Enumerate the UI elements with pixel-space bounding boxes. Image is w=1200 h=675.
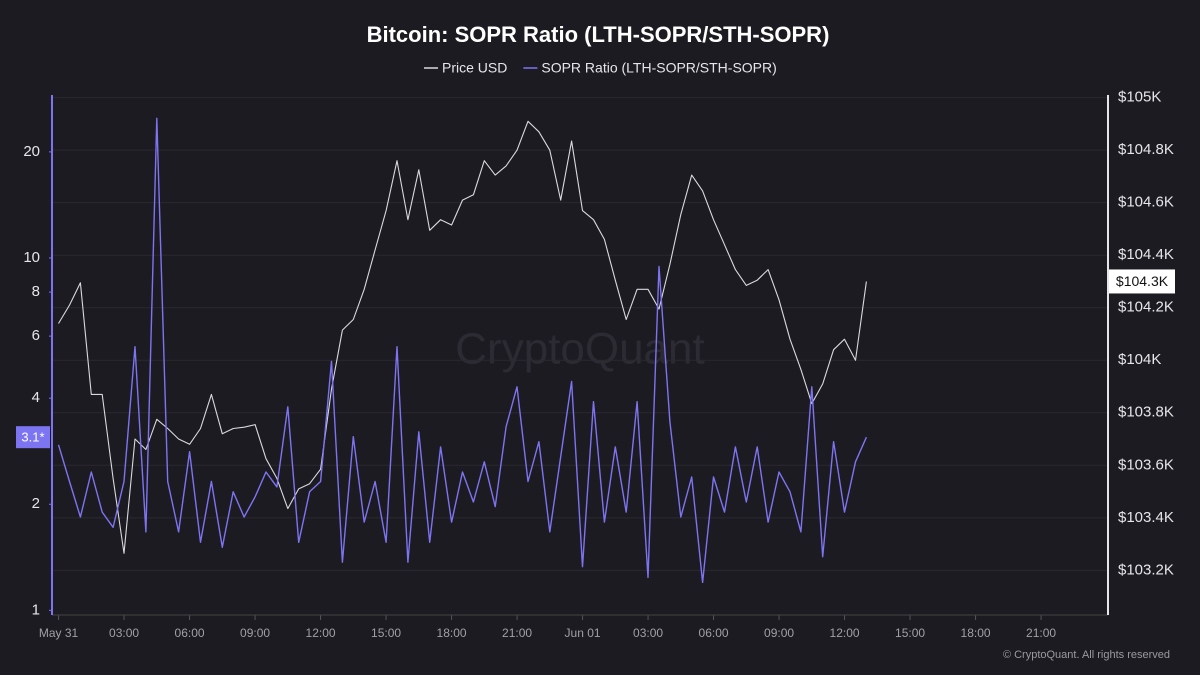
watermark: CryptoQuant bbox=[455, 325, 704, 374]
x-tick-label: 06:00 bbox=[175, 626, 205, 640]
y2-tick-label: $104K bbox=[1118, 351, 1161, 368]
y2-tick-label: $103.2K bbox=[1118, 561, 1174, 578]
last-value-box bbox=[1109, 269, 1175, 294]
series-line bbox=[58, 120, 867, 554]
x-tick-label: 09:00 bbox=[764, 626, 794, 640]
x-tick-label: 03:00 bbox=[109, 626, 139, 640]
y-tick-label: 4 bbox=[32, 389, 40, 406]
y2-tick-label: $105K bbox=[1118, 89, 1161, 106]
y-tick-label: 10 bbox=[23, 249, 40, 266]
x-tick-label: 15:00 bbox=[371, 626, 401, 640]
x-tick-label: 21:00 bbox=[502, 626, 532, 640]
y-tick-label: 8 bbox=[32, 283, 40, 300]
last-value-label: 3.1* bbox=[21, 430, 44, 445]
x-tick-label: May 31 bbox=[39, 626, 79, 640]
y-tick-label: 20 bbox=[23, 143, 40, 160]
y-tick-label: 1 bbox=[32, 601, 40, 618]
y2-tick-label: $104.2K bbox=[1118, 299, 1174, 316]
x-tick-label: 06:00 bbox=[699, 626, 729, 640]
x-tick-label: 09:00 bbox=[240, 626, 270, 640]
x-tick-label: Jun 01 bbox=[565, 626, 601, 640]
y2-tick-label: $103.8K bbox=[1118, 404, 1174, 421]
x-tick-label: 12:00 bbox=[306, 626, 336, 640]
last-value-label: $104.3K bbox=[1116, 273, 1169, 289]
x-tick-label: 18:00 bbox=[437, 626, 467, 640]
x-tick-label: 21:00 bbox=[1026, 626, 1056, 640]
last-value-box bbox=[16, 426, 50, 449]
y2-tick-label: $103.4K bbox=[1118, 509, 1174, 526]
x-tick-label: 15:00 bbox=[895, 626, 925, 640]
chart-title: Bitcoin: SOPR Ratio (LTH-SOPR/STH-SOPR) bbox=[367, 22, 830, 47]
x-tick-label: 18:00 bbox=[961, 626, 991, 640]
y2-tick-label: $104.6K bbox=[1118, 194, 1174, 211]
x-tick-label: 03:00 bbox=[633, 626, 663, 640]
y2-tick-label: $104.8K bbox=[1118, 141, 1174, 158]
y2-tick-label: $103.6K bbox=[1118, 456, 1174, 473]
legend-label: SOPR Ratio (LTH-SOPR/STH-SOPR) bbox=[541, 60, 776, 76]
y-tick-label: 6 bbox=[32, 327, 40, 344]
y2-tick-label: $104.4K bbox=[1118, 246, 1174, 263]
y-tick-label: 2 bbox=[32, 495, 40, 512]
copyright: © CryptoQuant. All rights reserved bbox=[1003, 649, 1170, 661]
legend-label: Price USD bbox=[442, 60, 507, 76]
x-tick-label: 12:00 bbox=[830, 626, 860, 640]
series-line bbox=[57, 117, 868, 584]
